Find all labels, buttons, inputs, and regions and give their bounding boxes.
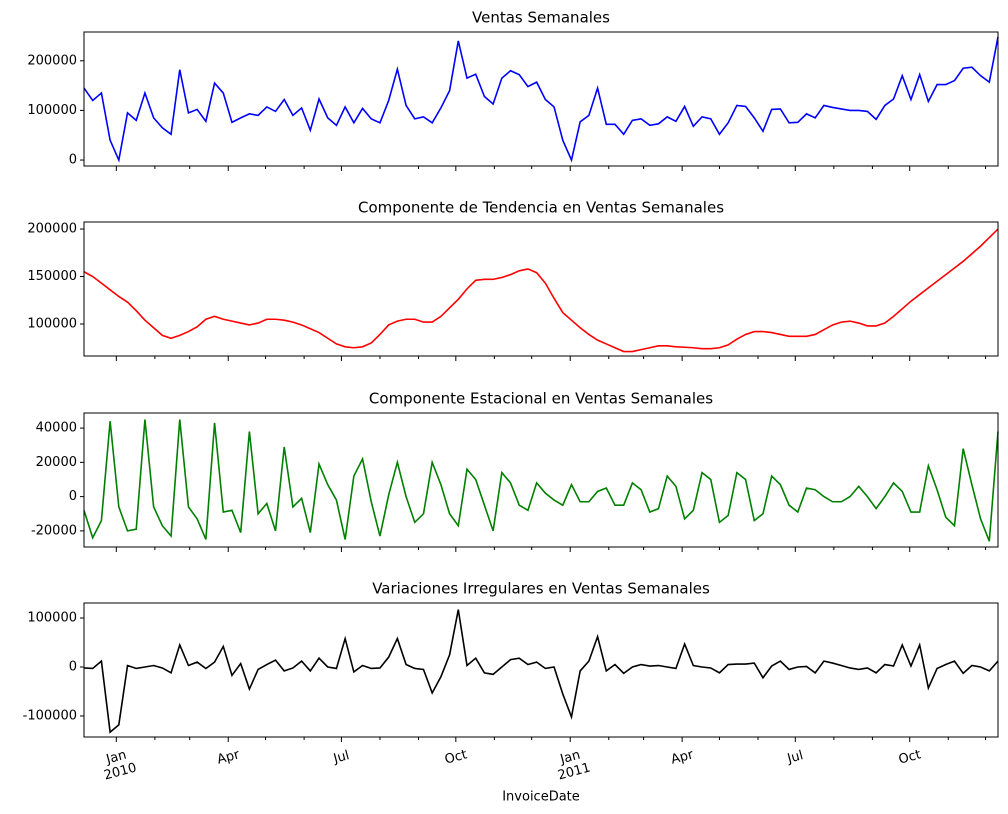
chart-title: Componente de Tendencia en Ventas Semana… xyxy=(358,199,724,217)
x-tick-label: Oct xyxy=(897,747,923,767)
axes-frame xyxy=(83,221,999,357)
y-tick-label: 20000 xyxy=(36,455,77,470)
x-tick-label-line: Apr xyxy=(215,747,241,767)
x-axis-label: InvoiceDate xyxy=(502,790,580,805)
x-tick-label-line: Jul xyxy=(331,748,351,767)
chart-title: Ventas Semanales xyxy=(472,9,610,27)
x-tick-label-line: Jan xyxy=(558,747,582,767)
y-tick-label: 100000 xyxy=(27,610,77,625)
y-tick-label: 100000 xyxy=(27,103,77,118)
x-tick-label: Apr xyxy=(669,747,695,767)
chart-title: Variaciones Irregulares en Ventas Semana… xyxy=(372,580,710,598)
y-tick-label: -100000 xyxy=(23,708,77,723)
axes-frame xyxy=(83,602,999,738)
chart-title: Componente Estacional en Ventas Semanale… xyxy=(369,390,713,408)
x-tick-label: Jul xyxy=(331,748,351,767)
y-tick-label: 0 xyxy=(69,659,77,674)
axes-frame xyxy=(83,31,999,167)
line-series xyxy=(83,228,999,353)
x-tick-label: Jan2011 xyxy=(552,745,592,783)
y-tick-label: 150000 xyxy=(27,269,77,284)
x-tick-label-line: Jul xyxy=(785,748,805,767)
y-tick-label: 200000 xyxy=(27,53,77,68)
x-tick-label: Apr xyxy=(215,747,241,767)
y-tick-label: 40000 xyxy=(36,421,77,436)
line-series xyxy=(83,419,999,542)
y-tick-label: -20000 xyxy=(31,523,77,538)
y-tick-label: 0 xyxy=(69,489,77,504)
axes-frame xyxy=(83,412,999,548)
y-tick-label: 0 xyxy=(69,153,77,168)
y-tick-label: 100000 xyxy=(27,316,77,331)
x-tick-label-line: Oct xyxy=(443,747,469,767)
line-series xyxy=(83,609,999,734)
line-series xyxy=(83,36,999,163)
x-tick-label-line: Apr xyxy=(669,747,695,767)
x-tick-label: Jan2010 xyxy=(98,745,138,783)
x-tick-label-line: Jan xyxy=(104,747,128,767)
x-tick-label: Oct xyxy=(443,747,469,767)
x-tick-label: Jul xyxy=(785,748,805,767)
x-tick-label-line: Oct xyxy=(897,747,923,767)
y-tick-label: 200000 xyxy=(27,222,77,237)
